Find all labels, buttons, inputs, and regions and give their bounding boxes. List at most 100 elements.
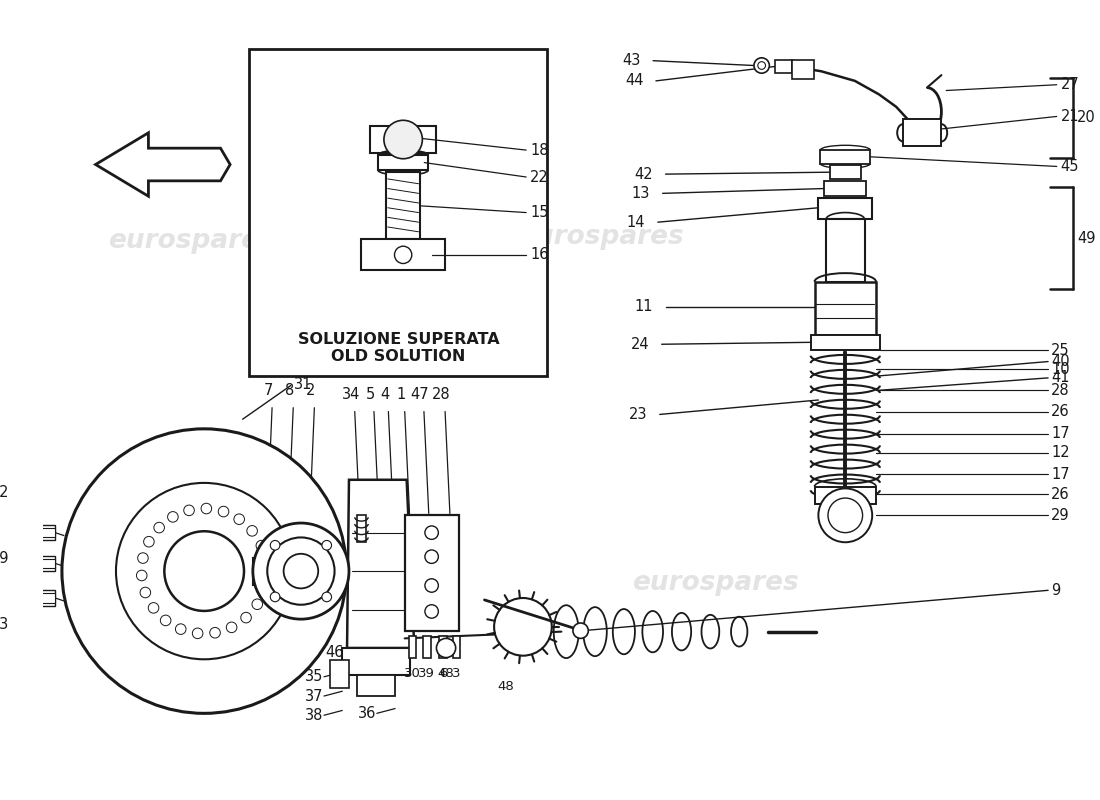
Circle shape	[322, 541, 331, 550]
Text: 17: 17	[1050, 466, 1069, 482]
Text: eurospares: eurospares	[108, 229, 275, 254]
Text: 26: 26	[1050, 404, 1069, 419]
Text: 7: 7	[264, 383, 273, 398]
Bar	[250, 49, 548, 376]
Bar	[386, 172, 420, 239]
Text: 22: 22	[530, 170, 549, 185]
Bar	[811, 334, 880, 350]
Text: 21: 21	[1060, 109, 1079, 124]
Bar	[826, 219, 865, 282]
Text: eurospares: eurospares	[632, 570, 799, 596]
Circle shape	[267, 538, 334, 605]
Bar	[330, 659, 349, 688]
Bar	[821, 150, 870, 163]
Bar	[37, 558, 55, 568]
Circle shape	[62, 429, 347, 714]
Circle shape	[271, 592, 279, 602]
Text: 2: 2	[306, 383, 316, 398]
Circle shape	[818, 489, 872, 542]
Text: 1: 1	[396, 387, 406, 402]
Bar	[814, 282, 876, 334]
Text: 30: 30	[404, 667, 421, 680]
Text: 38: 38	[305, 708, 323, 722]
Circle shape	[164, 531, 244, 611]
Text: 12: 12	[1050, 446, 1069, 460]
Text: 3: 3	[452, 667, 461, 680]
Bar	[371, 126, 436, 153]
Circle shape	[284, 554, 318, 588]
Text: OLD SOLUTION: OLD SOLUTION	[331, 350, 465, 364]
Text: eurospares: eurospares	[517, 223, 683, 250]
Text: 8: 8	[285, 383, 294, 398]
Bar	[361, 239, 446, 270]
Text: 47: 47	[410, 387, 429, 402]
Text: 13: 13	[631, 186, 650, 201]
Text: 31: 31	[294, 377, 312, 392]
Bar	[408, 637, 416, 658]
Text: 27: 27	[1060, 78, 1079, 92]
Bar	[29, 556, 55, 571]
Text: 39: 39	[418, 667, 436, 680]
Circle shape	[828, 498, 862, 533]
Text: 46: 46	[326, 646, 344, 660]
Circle shape	[425, 578, 439, 592]
Bar	[405, 515, 459, 630]
Bar	[824, 181, 867, 196]
Bar	[776, 60, 792, 73]
Text: 5: 5	[365, 387, 375, 402]
Text: 35: 35	[305, 670, 323, 684]
Bar	[453, 637, 461, 658]
Text: 15: 15	[530, 205, 549, 220]
Circle shape	[253, 523, 349, 619]
Text: 36: 36	[358, 706, 376, 721]
Text: 48: 48	[438, 667, 454, 680]
Text: 45: 45	[1060, 159, 1079, 174]
Text: 40: 40	[1050, 354, 1069, 369]
Text: 24: 24	[630, 337, 649, 352]
Circle shape	[116, 483, 293, 659]
Text: 20: 20	[1077, 110, 1096, 126]
Text: 14: 14	[627, 214, 646, 230]
Text: 6: 6	[439, 667, 448, 680]
Text: 28: 28	[432, 387, 451, 402]
Text: 44: 44	[625, 74, 644, 88]
Text: 49: 49	[1077, 230, 1096, 246]
Bar	[37, 593, 55, 603]
Bar	[903, 119, 942, 146]
Polygon shape	[346, 480, 415, 648]
Text: 33: 33	[0, 618, 9, 633]
Text: 29: 29	[1050, 508, 1069, 523]
Circle shape	[384, 120, 422, 158]
Circle shape	[425, 605, 439, 618]
Circle shape	[754, 58, 769, 73]
Circle shape	[395, 246, 411, 263]
Text: 4: 4	[379, 387, 389, 402]
Bar	[253, 558, 349, 585]
Text: eurospares: eurospares	[108, 565, 275, 591]
Circle shape	[573, 623, 588, 638]
Bar	[29, 525, 55, 540]
Text: SOLUZIONE SUPERATA: SOLUZIONE SUPERATA	[297, 332, 499, 347]
Circle shape	[425, 526, 439, 539]
Text: 16: 16	[530, 247, 549, 262]
Bar	[818, 198, 872, 219]
Text: 26: 26	[1050, 486, 1069, 502]
Bar	[29, 590, 55, 606]
Text: 25: 25	[1050, 342, 1069, 358]
Text: 17: 17	[1050, 426, 1069, 441]
Circle shape	[437, 638, 455, 658]
Bar	[37, 528, 55, 538]
Text: 28: 28	[1050, 383, 1069, 398]
Text: 19: 19	[0, 551, 9, 566]
Text: 43: 43	[623, 54, 640, 68]
Text: 18: 18	[530, 142, 549, 158]
Bar	[439, 637, 447, 658]
Polygon shape	[96, 133, 230, 196]
Text: 32: 32	[0, 485, 9, 500]
Bar	[378, 155, 428, 170]
Bar	[814, 486, 876, 504]
Circle shape	[758, 62, 766, 70]
Text: 11: 11	[635, 299, 653, 314]
Text: 37: 37	[305, 689, 323, 703]
Text: 23: 23	[629, 407, 647, 422]
